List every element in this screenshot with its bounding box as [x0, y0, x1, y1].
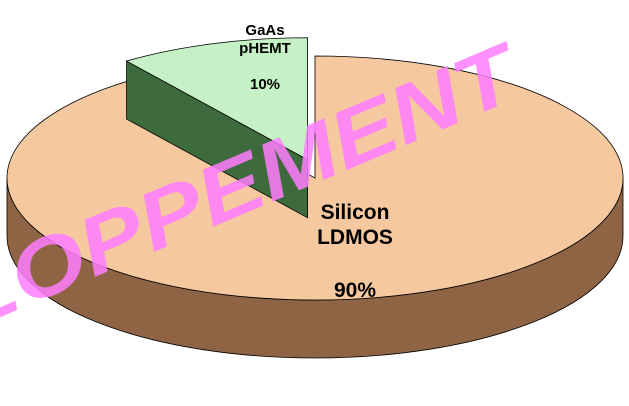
slice: [125, 37, 308, 161]
slice-value-label: 90%: [333, 279, 377, 302]
slice-value-label: 10%: [249, 76, 281, 93]
slice-label: Silicon LDMOS: [317, 201, 393, 250]
slice-label: GaAs pHEMT: [239, 22, 291, 57]
